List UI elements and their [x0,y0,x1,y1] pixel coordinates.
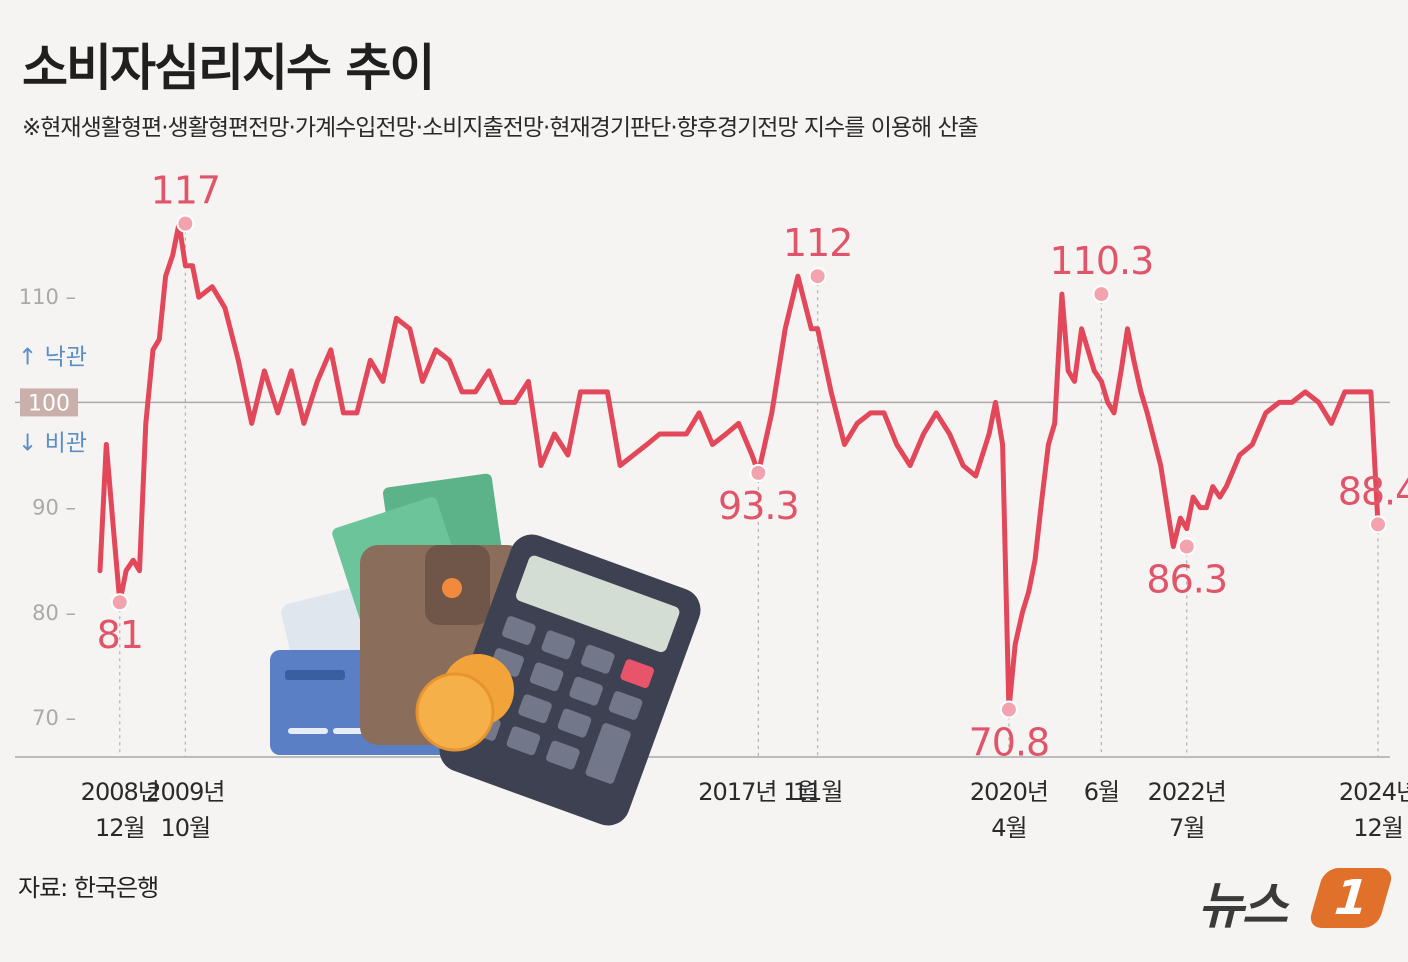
money-illustration [270,473,701,826]
y-tick-label: 90 – [32,496,76,520]
x-tick-label: 11월 [793,778,843,806]
x-tick-label: 12월 [95,814,145,842]
peak-marker [110,593,129,612]
series-line [97,221,1381,712]
peak-marker [999,700,1018,719]
logo-text: 뉴스 [1198,877,1288,935]
baseline-label: 100 [28,391,70,416]
peak-marker [1177,537,1196,556]
peak-marker [1369,515,1387,534]
x-tick-label: 10월 [161,814,211,842]
chart-note: ※현재생활형편·생활형편전망·가계수입전망·소비지출전망·현재경기판단·향후경기… [22,115,979,141]
peak-value-label: 70.8 [969,721,1050,765]
peak-marker [176,214,195,233]
x-tick-label: 2017년 1월 [698,778,818,806]
chart-title: 소비자심리지수 추이 [22,39,435,97]
logo-mark-icon: 1 [1307,868,1395,928]
news1-logo: 뉴스 1 [1198,866,1398,936]
peak-marker [1092,285,1111,304]
peak-value-label: 86.3 [1146,558,1227,602]
peak-value-label: 117 [151,169,221,213]
x-tick-label: 6월 [1084,778,1119,806]
peak-marker [808,267,827,286]
peak-value-label: 112 [783,221,853,265]
peak-value-label: 93.3 [718,484,799,528]
data-source: 자료: 한국은행 [18,874,159,902]
x-tick-label: 2024년 [1339,778,1408,806]
y-tick-label: 110 – [19,285,76,309]
peak-value-label: 110.3 [1049,239,1153,283]
y-tick-label: 70 – [32,706,76,730]
pessimism-label: ↓ 비관 [18,430,87,456]
x-tick-label: 4월 [991,814,1026,842]
y-tick-label: 80 – [32,601,76,625]
peak-value-label: 81 [97,613,143,657]
peak-marker [749,463,768,482]
baseline-label-box [20,388,78,417]
x-tick-label: 2020년 [970,778,1048,806]
x-tick-label: 2008년 [81,778,159,806]
x-tick-label: 12월 [1353,814,1403,842]
optimism-label: ↑ 낙관 [18,344,87,370]
logo-mark-text: 1 [1326,870,1376,926]
x-tick-label: 2022년 [1148,778,1226,806]
x-tick-label: 2009년 [146,778,224,806]
peak-value-label: 88.4 [1338,469,1408,513]
x-tick-label: 7월 [1169,814,1204,842]
